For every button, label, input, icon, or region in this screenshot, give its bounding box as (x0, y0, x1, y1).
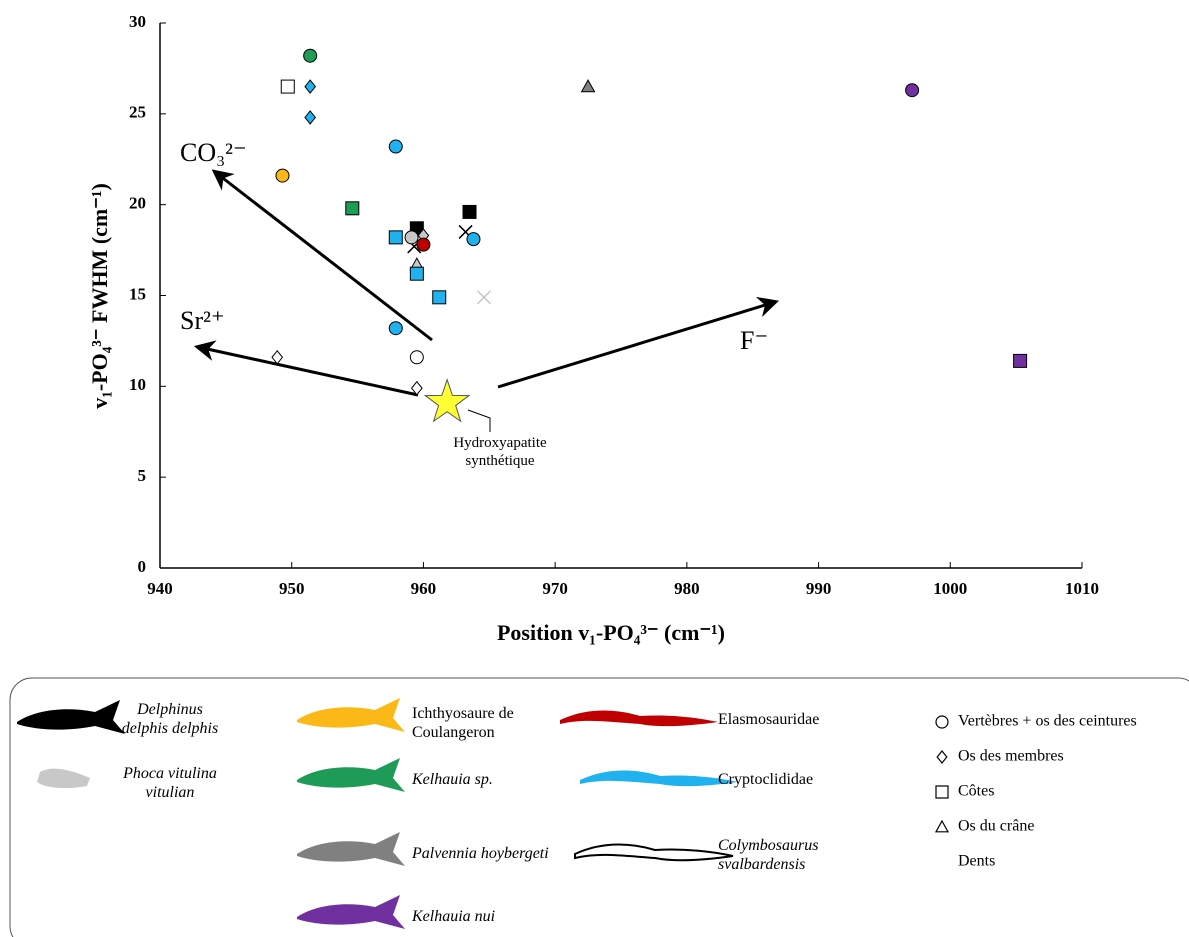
point (345, 201, 360, 216)
legend-label: Phoca vitulina vitulian (123, 765, 217, 801)
leader-line (467, 409, 491, 432)
point (936, 750, 948, 764)
reference-star (423, 378, 471, 423)
x-tick-label: 940 (147, 579, 173, 598)
point (580, 79, 596, 93)
annotation: F⁻ (740, 326, 768, 355)
point (935, 855, 949, 869)
point (1013, 353, 1028, 368)
point (935, 785, 949, 799)
legend-icon (560, 710, 718, 727)
point (304, 79, 316, 94)
legend-icon (297, 758, 405, 792)
point (432, 290, 447, 305)
point (304, 110, 316, 125)
point (905, 83, 920, 98)
point (280, 79, 295, 94)
legend-label: Colymbosaurus svalbardensis (718, 837, 819, 873)
point (409, 350, 424, 365)
legend-label: Delphinus delphis delphis (121, 701, 219, 737)
annotation: CO₃²⁻ (180, 138, 247, 167)
point (934, 819, 950, 833)
arrow (193, 340, 419, 397)
point (935, 715, 949, 729)
legend-label: Kelhauia nui (412, 908, 496, 925)
point (476, 290, 492, 305)
y-tick-label: 20 (129, 194, 146, 213)
annotation: Sr²⁺ (180, 306, 225, 335)
shape-legend-label: Côtes (958, 783, 994, 800)
legend-icon (17, 700, 125, 734)
legend-icon (297, 698, 405, 732)
shape-legend-label: Dents (958, 853, 995, 870)
point (462, 204, 477, 219)
legend-label: Ichthyosaure de Coulangeron (412, 705, 514, 741)
point (409, 266, 424, 281)
y-tick-label: 15 (129, 284, 146, 303)
x-tick-label: 990 (806, 579, 832, 598)
legend-label: Cryptoclididae (718, 771, 814, 788)
point (416, 237, 431, 252)
y-tick-label: 25 (129, 103, 146, 122)
point (466, 232, 481, 247)
x-tick-label: 960 (411, 579, 437, 598)
x-tick-label: 980 (674, 579, 700, 598)
legend-label: Palvennia hoybergeti (412, 845, 549, 862)
point (275, 168, 290, 183)
x-axis-title: Position v₁-PO₄³⁻ (cm⁻¹) (497, 620, 725, 645)
point (388, 139, 403, 154)
y-tick-label: 10 (129, 375, 146, 394)
y-tick-label: 30 (129, 12, 146, 31)
y-tick-label: 5 (138, 466, 147, 485)
point (388, 230, 403, 245)
point (388, 321, 403, 336)
shape-legend-label: Os du crâne (958, 818, 1034, 835)
legend-icon (37, 768, 90, 789)
legend-icon (297, 832, 405, 866)
y-axis-title: v₁-PO₄³⁻ FWHM (cm⁻¹) (87, 183, 112, 409)
x-tick-label: 1000 (933, 579, 967, 598)
shape-legend-label: Vertèbres + os des ceintures (958, 713, 1137, 730)
x-tick-label: 950 (279, 579, 305, 598)
y-tick-label: 0 (138, 557, 147, 576)
x-tick-label: 1010 (1065, 579, 1099, 598)
point (271, 349, 284, 365)
point (303, 48, 318, 63)
legend-label: Elasmosauridae (718, 711, 820, 728)
legend-label: Kelhauia sp. (412, 771, 493, 788)
arrow (497, 296, 780, 389)
point (404, 230, 419, 245)
legend-box (9, 677, 1189, 937)
arrow (211, 169, 433, 342)
point (411, 380, 423, 396)
reference-label: Hydroxyapatite synthétique (453, 435, 547, 469)
shape-legend-label: Os des membres (958, 748, 1064, 765)
legend-icon (297, 895, 405, 929)
legend-icon (580, 770, 738, 787)
x-tick-label: 970 (542, 579, 568, 598)
legend-icon (574, 843, 734, 862)
